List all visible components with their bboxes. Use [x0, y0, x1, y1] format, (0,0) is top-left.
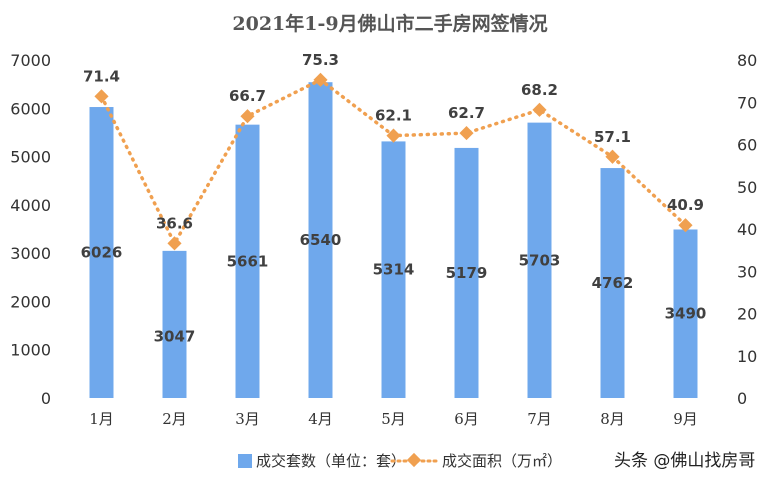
legend-swatch-bar — [238, 454, 252, 468]
bar-value-label: 3047 — [154, 327, 196, 345]
bar — [600, 168, 625, 398]
x-axis-category-label: 1月 — [89, 410, 114, 428]
left-axis-tick-label: 2000 — [10, 292, 51, 311]
legend-label-line: 成交面积（万㎡） — [442, 452, 562, 470]
line-point — [605, 149, 620, 164]
bar-value-label: 5661 — [227, 252, 269, 270]
left-axis-tick-label: 4000 — [10, 196, 51, 215]
line-value-label: 68.2 — [521, 81, 558, 99]
right-axis-tick-label: 70 — [737, 93, 757, 112]
x-axis-category-label: 4月 — [308, 410, 333, 428]
line-value-label: 62.1 — [375, 107, 412, 125]
right-axis-tick-label: 0 — [737, 389, 747, 408]
right-axis-tick-label: 60 — [737, 136, 757, 155]
left-axis-tick-label: 1000 — [10, 341, 51, 360]
line-point — [386, 128, 401, 143]
left-axis-tick-label: 3000 — [10, 244, 51, 263]
bar-value-label: 5703 — [519, 251, 561, 269]
bar-value-label: 6540 — [300, 231, 342, 249]
line-point — [678, 218, 693, 233]
line-point — [532, 102, 547, 117]
right-axis-tick-label: 30 — [737, 262, 757, 281]
right-axis-ticks: 0 10 20 30 40 50 60 70 80 — [737, 51, 757, 408]
line-point — [167, 236, 182, 251]
left-axis-tick-label: 0 — [41, 389, 51, 408]
left-axis-tick-label: 6000 — [10, 99, 51, 118]
bar — [381, 141, 406, 398]
bar-value-label: 3490 — [665, 305, 707, 323]
line-point — [240, 109, 255, 124]
line-value-label: 75.3 — [302, 51, 339, 69]
left-axis-tick-label: 5000 — [10, 148, 51, 167]
bar-value-label: 5314 — [373, 261, 415, 279]
left-axis-ticks: 0 1000 2000 3000 4000 5000 6000 7000 — [10, 51, 51, 408]
line-point — [459, 126, 474, 141]
chart-title: 2021年1-9月佛山市二手房网签情况 — [232, 12, 547, 35]
legend-marker-line — [406, 452, 422, 468]
line-value-label: 36.6 — [156, 214, 193, 232]
line-point — [94, 89, 109, 104]
line-point — [313, 72, 328, 87]
right-axis-tick-label: 20 — [737, 305, 757, 324]
line-value-label: 57.1 — [594, 128, 631, 146]
right-axis-tick-label: 50 — [737, 178, 757, 197]
watermark-text: 头条 @佛山找房哥 — [614, 451, 755, 471]
bar — [673, 229, 698, 398]
x-axis-category-label: 6月 — [454, 410, 479, 428]
bar — [454, 147, 479, 398]
left-axis-tick-label: 7000 — [10, 51, 51, 70]
bar — [162, 250, 187, 398]
bar — [89, 107, 114, 399]
x-axis-categories: 1月 2月 3月 4月 5月 6月 7月 8月 9月 — [89, 410, 698, 428]
bar — [308, 82, 333, 398]
x-axis-category-label: 9月 — [673, 410, 698, 428]
line-value-label: 40.9 — [667, 196, 704, 214]
bar — [527, 122, 552, 398]
x-axis-category-label: 2月 — [162, 410, 187, 428]
right-axis-tick-label: 10 — [737, 347, 757, 366]
line-value-label: 66.7 — [229, 87, 266, 105]
bar-series: 6026 3047 5661 6540 5314 5179 5703 4762 3490 — [81, 82, 707, 399]
legend: 成交套数（单位：套） 成交面积（万㎡） — [238, 452, 562, 470]
bar — [235, 124, 260, 398]
right-axis-tick-label: 40 — [737, 220, 757, 239]
line-value-label: 71.4 — [83, 67, 120, 85]
legend-label-bar: 成交套数（单位：套） — [256, 452, 406, 470]
right-axis-tick-label: 80 — [737, 51, 757, 70]
x-axis-category-label: 8月 — [600, 410, 625, 428]
bar-value-label: 4762 — [592, 274, 634, 292]
x-axis-category-label: 3月 — [235, 410, 260, 428]
x-axis-category-label: 5月 — [381, 410, 406, 428]
line-value-label: 62.7 — [448, 104, 485, 122]
bar-value-label: 6026 — [81, 244, 123, 262]
x-axis-category-label: 7月 — [527, 410, 552, 428]
bar-value-label: 5179 — [446, 264, 488, 282]
